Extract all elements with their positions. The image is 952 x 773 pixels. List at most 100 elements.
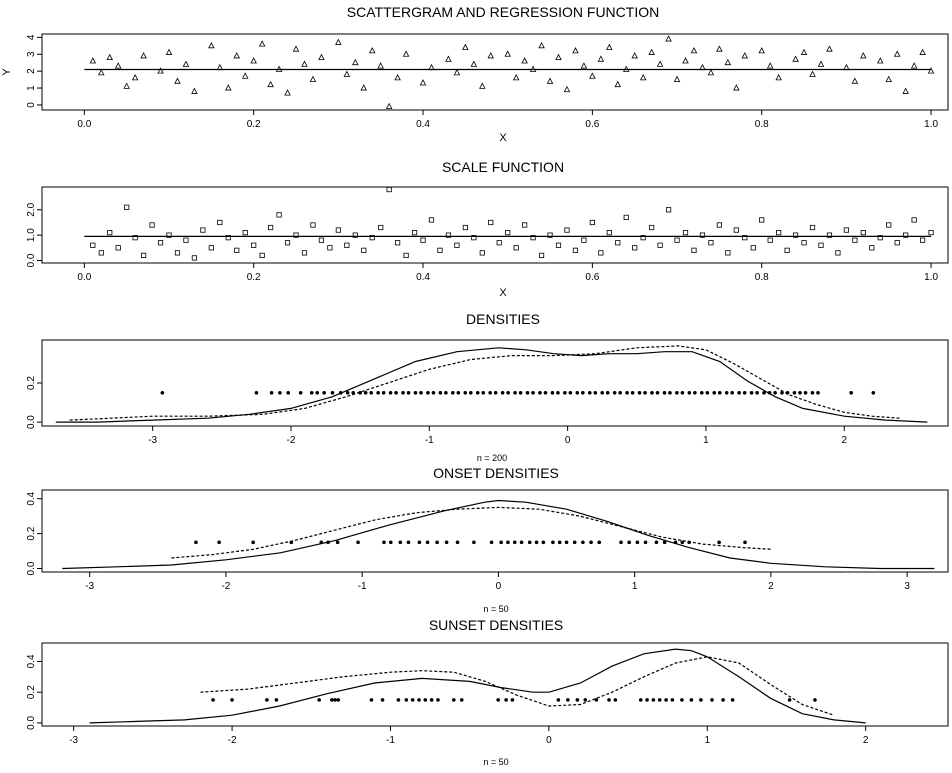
- square-point: [284, 240, 291, 246]
- triangle-point: [284, 89, 291, 96]
- point-series: [211, 698, 817, 702]
- triangle-point: [639, 74, 647, 81]
- data-point: [336, 698, 340, 702]
- x-tick-label: 3: [904, 581, 910, 592]
- square-point: [538, 252, 545, 258]
- triangle-point: [377, 62, 384, 69]
- data-point: [693, 390, 697, 395]
- triangle-point: [250, 57, 257, 64]
- square-point: [141, 252, 147, 258]
- triangle-point: [479, 82, 486, 89]
- data-point: [251, 540, 255, 545]
- triangle-point: [174, 77, 181, 84]
- square-point: [725, 250, 731, 256]
- data-point: [286, 390, 291, 395]
- data-point: [643, 540, 648, 545]
- data-point: [510, 698, 515, 702]
- data-point: [489, 540, 494, 545]
- square-point: [708, 240, 714, 246]
- data-point: [637, 390, 642, 395]
- chart-title: SUNSET DENSITIES: [429, 617, 563, 633]
- x-tick-label: 0: [546, 735, 552, 746]
- triangle-point: [521, 57, 528, 64]
- triangle-point: [487, 52, 495, 59]
- data-point: [810, 390, 815, 395]
- triangle-point: [123, 82, 130, 89]
- square-point: [217, 219, 223, 226]
- data-point: [655, 390, 660, 395]
- data-point: [645, 698, 649, 702]
- data-point: [550, 390, 555, 395]
- panel-onset-densities: ONSET DENSITIES -3 -2 -1 0 1 2 3 0.0 0.2 0.4 n =…: [26, 465, 949, 614]
- triangle-point: [504, 50, 511, 57]
- data-point: [388, 390, 393, 395]
- triangle-point: [927, 67, 935, 74]
- square-point: [699, 232, 706, 238]
- triangle-point: [309, 75, 317, 82]
- data-point: [651, 698, 656, 702]
- triangle-point: [301, 60, 308, 67]
- plot-frame: [41, 489, 949, 573]
- data-point: [630, 390, 635, 395]
- triangle-point: [648, 48, 655, 55]
- square-point: [301, 250, 308, 256]
- data-point: [654, 540, 659, 545]
- data-point: [699, 698, 703, 702]
- square-point: [496, 240, 502, 246]
- square-point: [564, 227, 570, 233]
- data-point: [493, 390, 498, 395]
- data-point: [376, 390, 380, 395]
- data-point: [423, 698, 428, 702]
- triangle-point: [360, 84, 368, 91]
- data-point: [581, 390, 585, 395]
- data-point: [398, 540, 403, 545]
- triangle-point: [902, 87, 909, 94]
- x-tick-label: 0.6: [585, 272, 599, 283]
- triangle-point: [555, 53, 562, 61]
- data-point: [413, 390, 418, 395]
- square-point: [90, 242, 96, 248]
- data-point: [269, 390, 274, 395]
- data-point: [425, 540, 430, 545]
- data-point: [538, 390, 542, 395]
- square-point: [894, 240, 900, 246]
- data-point: [452, 698, 456, 702]
- square-point: [886, 222, 892, 228]
- data-point: [724, 390, 729, 395]
- data-point: [217, 540, 221, 545]
- data-point: [506, 540, 510, 545]
- triangle-point: [910, 62, 918, 69]
- x-tick-label: -3: [69, 735, 78, 746]
- chart-title: SCALE FUNCTION: [442, 159, 564, 175]
- triangle-point: [546, 77, 554, 84]
- triangle-point: [352, 58, 359, 66]
- x-tick-label: 0.4: [416, 272, 430, 283]
- square-point: [445, 232, 452, 238]
- square-point: [428, 217, 435, 223]
- x-tick-label: -1: [386, 735, 395, 746]
- data-point: [575, 390, 580, 395]
- y-tick-label: 0.4: [26, 491, 37, 505]
- data-point: [435, 540, 439, 545]
- data-point: [871, 390, 876, 395]
- triangle-point: [919, 48, 926, 55]
- data-point: [451, 390, 455, 395]
- y-tick-label: 0.0: [26, 716, 37, 730]
- data-point: [664, 698, 668, 702]
- x-tick-label: 0.2: [247, 119, 261, 130]
- square-point: [268, 224, 274, 231]
- x-axis: 0.0 0.2 0.4 0.6 0.8 1.0: [77, 110, 938, 130]
- data-point: [330, 390, 335, 395]
- square-point: [386, 186, 392, 193]
- data-point: [426, 390, 430, 395]
- data-point: [627, 540, 631, 545]
- x-axis: -3 -2 -1 0 1 2 3: [85, 572, 910, 592]
- triangle-point: [572, 47, 579, 54]
- square-point: [665, 207, 672, 213]
- panel-densities: DENSITIES -3 -2 -1 0 1 2 0.0 0.2 n = 200: [26, 311, 949, 463]
- square-point: [369, 235, 375, 241]
- square-point: [276, 212, 282, 218]
- data-point: [572, 540, 577, 545]
- data-point: [612, 390, 617, 395]
- data-point: [699, 390, 704, 395]
